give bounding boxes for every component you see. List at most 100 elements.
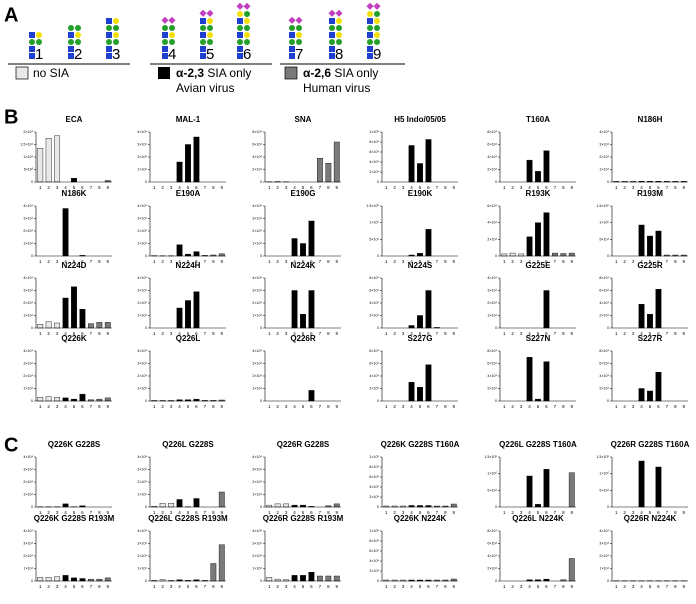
y-tick-label: 0	[145, 254, 147, 258]
y-tick-label: 4×10⁴	[252, 155, 262, 159]
x-tick-label: 2	[511, 584, 514, 589]
y-tick-label: 1×10⁵	[369, 130, 379, 134]
x-tick-label: 6	[310, 331, 313, 336]
bar	[176, 307, 183, 329]
y-tick-label: 2×10⁴	[599, 554, 609, 558]
x-tick-label: 4	[410, 510, 413, 515]
bar	[274, 503, 281, 508]
bar	[71, 286, 77, 329]
x-tick-label: 8	[98, 331, 101, 336]
x-tick-label: 8	[674, 259, 677, 264]
x-tick-label: 1	[153, 331, 156, 336]
bar	[210, 563, 217, 582]
x-tick-label: 6	[545, 331, 548, 336]
glycan-unit	[106, 46, 112, 52]
y-tick-label: 8×10⁴	[369, 276, 379, 280]
y-tick-label: 0	[145, 399, 147, 403]
x-tick-label: 3	[520, 404, 523, 409]
x-tick-label: 2	[511, 185, 514, 190]
chart-title: E190G	[291, 189, 316, 198]
x-tick-label: 7	[554, 510, 557, 515]
glycan-sia	[206, 9, 214, 17]
x-tick-label: 1	[153, 404, 156, 409]
chart-title: Q226R G228S R193M	[263, 514, 344, 523]
glycan-unit	[367, 39, 373, 45]
chart-title: Q226K G228S	[48, 440, 101, 449]
glycan-core	[200, 53, 206, 59]
x-tick-label: 5	[73, 404, 76, 409]
y-tick-label: 1×10⁴	[23, 241, 33, 245]
x-tick-label: 9	[683, 259, 686, 264]
y-tick-label: 6×10⁴	[369, 150, 379, 154]
x-tick-label: 6	[81, 404, 84, 409]
y-tick-label: 1×10⁵	[599, 221, 609, 225]
bar	[638, 224, 645, 257]
x-tick-label: 3	[520, 259, 523, 264]
y-tick-label: 1×10⁴	[23, 313, 33, 317]
x-tick-label: 2	[161, 510, 164, 515]
chart-title: H5 Indo/05/05	[394, 115, 446, 124]
glycan-unit	[244, 32, 250, 38]
bar	[62, 297, 69, 329]
y-tick-label: 0	[145, 326, 147, 330]
x-tick-label: 8	[562, 404, 565, 409]
chart: Q226R N224K 1 2 3 4 5 6 7 8 9 0 1×10⁴ 2×10⁴ 3×10⁴ 4×10…	[599, 514, 688, 589]
x-tick-label: 9	[571, 331, 574, 336]
x-tick-label: 3	[285, 259, 288, 264]
x-tick-label: 5	[187, 259, 190, 264]
x-tick-label: 2	[161, 584, 164, 589]
x-tick-label: 2	[276, 584, 279, 589]
x-tick-label: 7	[666, 584, 669, 589]
bar	[638, 388, 645, 402]
x-tick-label: 2	[393, 185, 396, 190]
x-tick-label: 9	[683, 404, 686, 409]
x-tick-label: 6	[657, 404, 660, 409]
chart-title: Q226K	[61, 334, 87, 343]
panel-label: A	[4, 4, 18, 26]
bar	[54, 322, 61, 329]
x-tick-label: 2	[47, 404, 50, 409]
legend-note: Avian virus	[176, 81, 234, 95]
x-tick-label: 5	[649, 584, 652, 589]
y-tick-label: 6×10⁴	[369, 288, 379, 292]
y-tick-label: 1×10⁵	[369, 221, 379, 225]
x-tick-label: 7	[319, 331, 322, 336]
x-tick-label: 9	[336, 331, 339, 336]
x-tick-label: 4	[64, 259, 67, 264]
x-tick-label: 4	[293, 404, 296, 409]
bar	[79, 393, 86, 402]
x-tick-label: 1	[385, 584, 388, 589]
y-tick-label: 0	[495, 399, 497, 403]
x-tick-label: 3	[170, 331, 173, 336]
x-tick-label: 1	[385, 259, 388, 264]
legend-swatch	[15, 66, 29, 80]
legend-label: α-2,6 SIA only	[303, 66, 378, 80]
y-tick-label: 0	[31, 326, 33, 330]
x-tick-label: 3	[56, 510, 59, 515]
x-tick-label: 3	[170, 404, 173, 409]
glycan-unit	[75, 39, 81, 45]
chart: N186K 1 2 3 4 5 6 7 8 9 0 1×10⁴ 2×10⁴ 3×10⁴ 4×10⁴	[23, 189, 112, 264]
glycan-unit	[200, 39, 206, 45]
x-tick-label: 6	[545, 259, 548, 264]
y-tick-label: 2×10⁴	[252, 301, 262, 305]
chart: Q226K G228S R193M 1 2 3 4 5 6 7 8 9 0 1×10⁴ 2×10⁴ 3×1…	[23, 514, 114, 589]
chart: R193K 1 2 3 4 5 6 7 8 9 0 2×10⁴ 4×10⁴ 6×10⁴	[487, 189, 576, 264]
y-tick-label: 3×10⁴	[137, 361, 147, 365]
y-tick-label: 1×10⁴	[599, 566, 609, 570]
legend-bold: α-2,6	[303, 66, 331, 80]
y-tick-label: 4×10⁴	[369, 301, 379, 305]
y-tick-label: 0	[377, 326, 379, 330]
x-tick-label: 8	[98, 584, 101, 589]
bar	[45, 321, 52, 329]
bar	[96, 322, 103, 329]
y-tick-label: 2×10⁴	[23, 554, 33, 558]
bar	[62, 208, 69, 257]
y-tick-label: 6×10⁴	[369, 549, 379, 553]
y-tick-label: 0	[607, 326, 609, 330]
y-tick-label: 0	[377, 399, 379, 403]
x-tick-label: 9	[221, 259, 224, 264]
y-tick-label: 6×10⁴	[487, 541, 497, 545]
